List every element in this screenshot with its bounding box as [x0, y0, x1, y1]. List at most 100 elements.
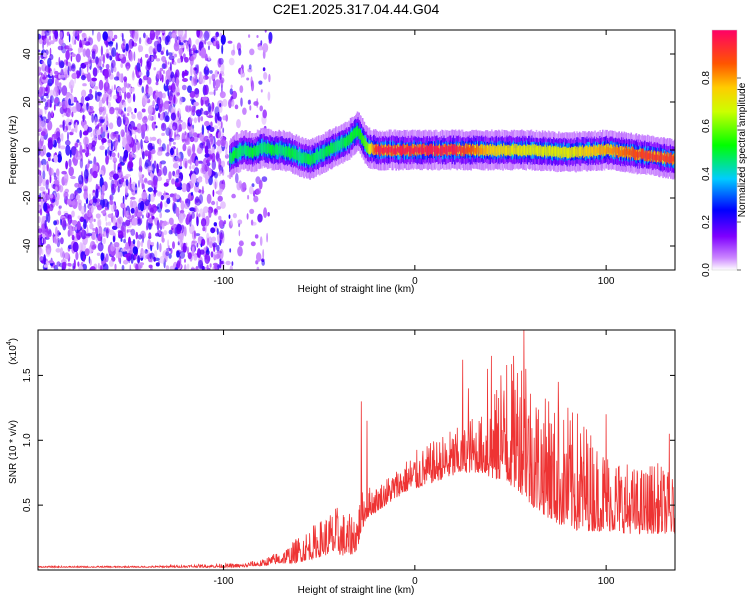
noise-mark [195, 159, 199, 167]
noise-mark [156, 70, 163, 80]
signal-mark [576, 148, 578, 155]
noise-mark [86, 126, 93, 133]
signal-mark [535, 147, 538, 154]
noise-mark [152, 100, 155, 107]
signal-mark [545, 148, 547, 155]
noise-mark [63, 252, 70, 260]
noise-mark [109, 156, 113, 160]
noise-mark [111, 47, 117, 57]
noise-mark [42, 52, 47, 58]
noise-mark [159, 255, 165, 264]
noise-mark [167, 61, 170, 65]
svg-text:(x104): (x104) [6, 338, 19, 365]
noise-mark [133, 187, 138, 191]
noise-mark [79, 216, 85, 223]
signal-mark [321, 150, 323, 157]
signal-mark [583, 149, 586, 155]
noise-mark [137, 58, 140, 64]
noise-mark [184, 202, 189, 209]
x-tick-label: -100 [214, 576, 234, 587]
signal-mark [470, 146, 472, 153]
signal-mark [351, 132, 354, 139]
noise-mark [58, 37, 64, 46]
noise-mark [242, 107, 247, 115]
noise-mark [38, 216, 41, 224]
signal-mark [323, 150, 325, 157]
signal-mark [501, 146, 503, 153]
signal-mark [645, 152, 648, 159]
noise-mark [214, 208, 217, 215]
colorbar-frame [711, 29, 738, 271]
noise-mark [155, 81, 159, 86]
signal-mark [252, 149, 255, 155]
noise-mark [210, 134, 213, 145]
noise-mark [91, 77, 97, 82]
noise-mark [179, 96, 183, 105]
noise-mark [257, 213, 263, 223]
signal-mark [410, 145, 413, 152]
noise-mark [228, 99, 232, 109]
noise-mark [230, 218, 233, 226]
noise-mark [75, 149, 79, 158]
noise-mark [203, 66, 210, 76]
noise-mark [212, 189, 215, 197]
noise-mark [112, 157, 118, 164]
noise-mark [60, 237, 64, 245]
noise-mark [47, 78, 53, 87]
noise-mark [119, 155, 123, 165]
noise-mark [178, 213, 184, 224]
noise-mark [142, 151, 145, 160]
signal-mark [369, 146, 372, 153]
noise-mark [214, 86, 218, 91]
signal-mark [428, 145, 430, 152]
signal-mark [577, 149, 579, 156]
noise-mark [207, 102, 212, 113]
noise-mark [117, 186, 120, 193]
signal-mark [294, 152, 297, 158]
signal-mark [518, 145, 521, 152]
noise-mark [59, 74, 65, 79]
noise-mark [146, 69, 150, 78]
noise-mark [106, 48, 109, 54]
noise-mark [126, 229, 129, 234]
noise-mark [126, 92, 131, 99]
noise-mark [46, 160, 49, 172]
noise-mark [204, 87, 208, 95]
noise-mark [173, 42, 180, 52]
noise-mark [184, 30, 187, 39]
noise-mark [46, 42, 52, 46]
noise-mark [232, 213, 237, 219]
noise-mark [80, 74, 86, 81]
signal-mark [419, 147, 422, 154]
signal-mark [631, 150, 633, 157]
signal-mark [652, 152, 655, 159]
signal-mark [444, 148, 447, 154]
signal-mark [400, 148, 403, 154]
noise-mark [107, 138, 112, 147]
noise-mark [240, 182, 246, 193]
noise-mark [90, 240, 96, 250]
noise-mark [153, 250, 158, 259]
signal-mark [361, 133, 363, 140]
noise-mark [200, 218, 207, 227]
noise-mark [218, 105, 223, 113]
signal-mark [384, 147, 386, 154]
noise-mark [206, 237, 210, 246]
noise-mark [194, 205, 198, 212]
signal-mark [275, 147, 278, 153]
noise-mark [165, 152, 170, 157]
noise-mark [172, 141, 176, 145]
signal-mark [514, 148, 516, 154]
noise-mark [81, 242, 86, 252]
noise-mark [59, 124, 63, 128]
signal-mark [427, 147, 429, 154]
signal-mark [571, 150, 573, 157]
noise-mark [167, 239, 170, 248]
noise-mark [115, 134, 120, 139]
noise-mark [65, 50, 70, 60]
noise-mark [78, 265, 84, 270]
noise-mark [170, 147, 174, 156]
signal-mark [256, 148, 259, 155]
signal-mark [467, 147, 470, 154]
noise-mark [166, 49, 169, 57]
